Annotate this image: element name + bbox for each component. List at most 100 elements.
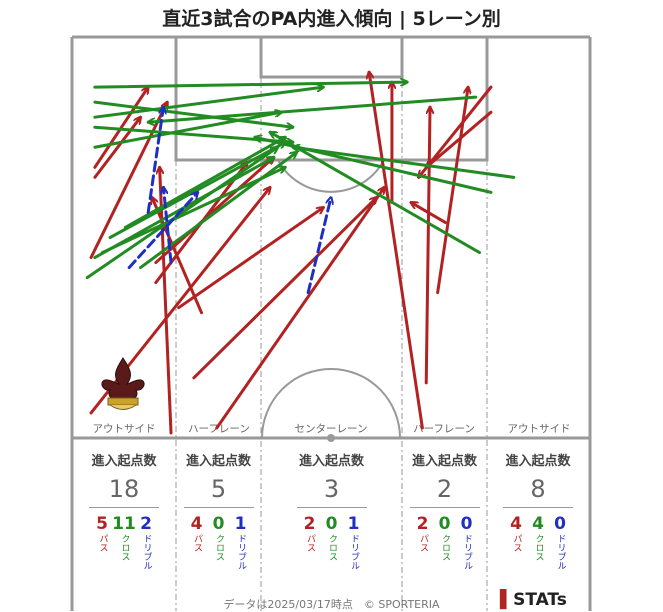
chart-title: 直近3試合のPA内進入傾向 | 5レーン別 — [162, 8, 501, 30]
lane-stats-halfspace-left: 進入起点数 5 4 パス 0 クロス 1 ドリブル — [176, 450, 261, 570]
pass-arrow-15 — [426, 110, 493, 167]
lane-stats-center: 進入起点数 3 2 パス 0 クロス 1 ドリブル — [261, 450, 402, 570]
divider — [89, 507, 159, 508]
entry-total: 3 — [323, 475, 340, 503]
cross-arrow-28 — [123, 137, 285, 229]
lane-stat-header: 進入起点数 — [505, 454, 571, 469]
cross-label: クロス — [440, 534, 450, 561]
pass-arrow-13 — [424, 105, 430, 385]
cross-count: 0 — [212, 514, 225, 534]
dribble-label: ドリブル — [236, 534, 246, 570]
dribble-label: ドリブル — [141, 534, 152, 570]
entry-total: 2 — [436, 475, 453, 503]
goal-area — [259, 35, 404, 79]
stats-logo-text: STATs — [513, 590, 567, 610]
pass-arrow-8 — [154, 157, 274, 265]
pass-arrow-3 — [93, 117, 141, 179]
dribble-count: 1 — [347, 514, 360, 534]
pass-arrow-9 — [192, 197, 377, 380]
cross-arrow-26 — [108, 142, 285, 239]
breakdown: 2 パス 0 クロス 1 ドリブル — [261, 514, 402, 570]
cross-arrow-29 — [146, 95, 478, 122]
pass-count: 2 — [303, 514, 316, 534]
cross-label: クロス — [327, 534, 337, 561]
pass-count: 5 — [96, 514, 108, 534]
stats-logo: ▌STATs — [500, 590, 567, 610]
cross-count: 11 — [112, 514, 136, 534]
entry-arrows — [85, 72, 516, 435]
lane-label-halfspace-right: ハーフレーン — [413, 423, 475, 435]
dribble-arrow-36 — [306, 197, 331, 295]
entry-total: 18 — [108, 475, 140, 503]
pass-arrow-17 — [436, 87, 468, 295]
pass-count: 4 — [510, 514, 522, 534]
cross-arrow-19 — [93, 87, 324, 119]
dribble-label: ドリブル — [462, 534, 472, 570]
lane-stat-header: 進入起点数 — [298, 454, 364, 469]
cross-count: 0 — [325, 514, 338, 534]
pass-count: 2 — [416, 514, 429, 534]
dribble-count: 0 — [460, 514, 473, 534]
dribble-arrow-35 — [163, 185, 173, 265]
cross-arrow-20 — [93, 100, 295, 127]
breakdown: 4 パス 0 クロス 1 ドリブル — [176, 514, 261, 570]
entry-total: 8 — [530, 475, 546, 503]
pitch-lines — [70, 35, 592, 611]
divider — [296, 507, 367, 508]
pass-arrow-11 — [369, 72, 424, 430]
breakdown: 2 パス 0 クロス 0 ドリブル — [402, 514, 487, 570]
dribble-label: ドリブル — [349, 534, 359, 570]
pass-label: パス — [511, 534, 522, 552]
lane-stat-header: 進入起点数 — [185, 454, 251, 469]
dribble-arrow-34 — [127, 192, 198, 270]
dribble-count: 0 — [554, 514, 566, 534]
pass-label: パス — [97, 534, 108, 552]
dribble-label: ドリブル — [555, 534, 566, 570]
cross-arrow-22 — [93, 112, 282, 149]
pass-arrow-6 — [152, 197, 203, 315]
pass-arrow-1 — [89, 102, 167, 260]
cross-arrow-31 — [270, 132, 482, 255]
lane-stats-outside-left: 進入起点数 18 5 パス 11 クロス 2 ドリブル — [80, 450, 168, 570]
pass-arrow-7 — [177, 207, 324, 310]
cross-label: クロス — [533, 534, 544, 561]
cross-label: クロス — [119, 534, 130, 561]
lane-label-outside-left: アウトサイド — [93, 423, 156, 435]
divider — [409, 507, 480, 508]
penalty-arc — [277, 159, 385, 193]
cross-arrow-27 — [139, 152, 297, 270]
lane-stat-header: 進入起点数 — [411, 454, 477, 469]
pass-arrow-10 — [215, 187, 385, 430]
pass-label: パス — [418, 534, 428, 552]
cross-count: 4 — [532, 514, 544, 534]
pass-arrow-5 — [160, 165, 173, 435]
club-crest-logo — [101, 357, 145, 410]
breakdown: 4 パス 4 クロス 0 ドリブル — [492, 514, 584, 570]
divider — [183, 507, 254, 508]
lane-stats-outside-right: 進入起点数 8 4 パス 4 クロス 0 ドリブル — [492, 450, 584, 570]
lane-label-halfspace-left: ハーフレーン — [188, 423, 250, 435]
cross-count: 0 — [438, 514, 451, 534]
pass-label: パス — [192, 534, 202, 552]
lane-stats-halfspace-right: 進入起点数 2 2 パス 0 クロス 0 ドリブル — [402, 450, 487, 570]
dribble-arrow-33 — [146, 107, 163, 214]
cross-arrow-32 — [293, 147, 516, 179]
pass-count: 4 — [190, 514, 203, 534]
pass-arrow-14 — [411, 202, 447, 224]
cross-arrow-18 — [93, 82, 409, 89]
lane-stat-header: 進入起点数 — [91, 454, 157, 469]
divider — [503, 507, 573, 508]
data-footer: データは2025/03/17時点 © SPORTERIA — [223, 598, 440, 611]
pass-arrow-2 — [93, 87, 148, 169]
cross-label: クロス — [214, 534, 224, 561]
breakdown: 5 パス 11 クロス 2 ドリブル — [80, 514, 168, 570]
pass-label: パス — [305, 534, 315, 552]
dribble-count: 2 — [140, 514, 152, 534]
cross-arrow-23 — [85, 147, 277, 280]
lane-label-outside-right: アウトサイド — [508, 423, 571, 435]
center-circle — [261, 368, 401, 439]
center-spot — [327, 434, 335, 442]
pass-arrow-16 — [419, 85, 493, 177]
entry-total: 5 — [210, 475, 227, 503]
